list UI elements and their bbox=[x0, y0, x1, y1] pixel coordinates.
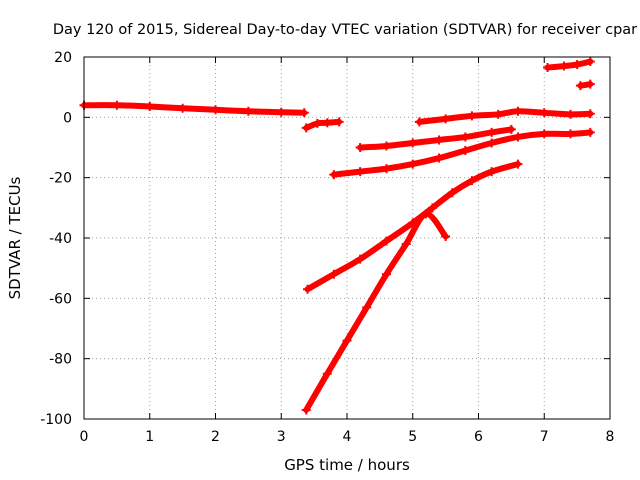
series-line bbox=[303, 210, 449, 413]
y-tick-label: -80 bbox=[49, 352, 72, 368]
data-point bbox=[381, 236, 391, 246]
data-point bbox=[543, 63, 553, 73]
data-point bbox=[355, 167, 365, 177]
series-arc-i bbox=[575, 79, 595, 91]
series-arc-a bbox=[79, 100, 309, 118]
data-point bbox=[178, 103, 188, 113]
x-axis-label: GPS time / hours bbox=[284, 456, 410, 474]
data-point bbox=[441, 231, 451, 241]
data-point bbox=[301, 123, 311, 133]
series-arc-b bbox=[301, 117, 344, 133]
data-point bbox=[322, 369, 332, 379]
series-arc-f bbox=[355, 124, 516, 152]
data-point bbox=[539, 129, 549, 139]
data-point bbox=[585, 79, 595, 89]
data-point bbox=[421, 209, 431, 219]
data-point bbox=[112, 100, 122, 110]
data-point bbox=[441, 114, 451, 124]
data-point bbox=[381, 141, 391, 151]
data-point bbox=[322, 118, 332, 128]
x-tick-label: 5 bbox=[408, 429, 417, 445]
x-tick-label: 7 bbox=[540, 429, 549, 445]
y-tick-label: -40 bbox=[49, 231, 72, 247]
data-point bbox=[243, 106, 253, 116]
axis-ticks: 0 1 2 3 4 5 6 7 8 -100 -80 -60 -40 -20 0 20 bbox=[40, 50, 614, 445]
x-tick-label: 3 bbox=[277, 429, 286, 445]
series-arc-h bbox=[543, 57, 595, 73]
data-point bbox=[513, 132, 523, 142]
data-point bbox=[381, 164, 391, 174]
y-tick-label: -100 bbox=[40, 412, 72, 428]
data-point bbox=[434, 153, 444, 163]
data-point bbox=[493, 109, 503, 119]
data-point bbox=[414, 117, 424, 127]
x-tick-label: 4 bbox=[343, 429, 352, 445]
data-point bbox=[362, 302, 372, 312]
data-point bbox=[381, 269, 391, 279]
x-tick-label: 2 bbox=[211, 429, 220, 445]
data-point bbox=[434, 135, 444, 145]
data-point bbox=[467, 111, 477, 121]
data-point bbox=[355, 143, 365, 152]
chart-title: Day 120 of 2015, Sidereal Day-to-day VTE… bbox=[53, 22, 637, 38]
series-arc-g bbox=[414, 106, 595, 127]
series-arc-d bbox=[301, 209, 451, 415]
y-tick-label: -20 bbox=[49, 171, 72, 187]
data-point bbox=[539, 108, 549, 118]
data-point bbox=[566, 129, 576, 139]
data-point bbox=[211, 105, 220, 115]
data-point bbox=[408, 138, 418, 148]
data-point bbox=[585, 109, 595, 119]
data-point bbox=[401, 239, 411, 249]
data-point bbox=[559, 61, 569, 71]
data-point bbox=[513, 159, 523, 169]
data-point bbox=[329, 269, 339, 279]
data-point bbox=[312, 118, 322, 128]
data-point bbox=[427, 203, 437, 213]
data-point bbox=[467, 176, 477, 186]
y-tick-label: 0 bbox=[63, 110, 72, 126]
data-point bbox=[487, 127, 497, 137]
data-point bbox=[572, 60, 582, 70]
data-point bbox=[276, 107, 286, 117]
data-point bbox=[585, 57, 595, 67]
x-tick-label: 6 bbox=[474, 429, 483, 445]
y-tick-label: -60 bbox=[49, 291, 72, 307]
data-point bbox=[575, 81, 585, 91]
x-tick-label: 0 bbox=[80, 429, 89, 445]
y-axis-label: SDTVAR / TECUs bbox=[6, 176, 24, 299]
data-point bbox=[487, 167, 497, 177]
data-point bbox=[513, 106, 523, 116]
data-point bbox=[460, 146, 470, 156]
data-point bbox=[447, 188, 457, 198]
data-point bbox=[408, 159, 418, 169]
data-point bbox=[303, 284, 313, 294]
x-tick-label: 1 bbox=[145, 429, 154, 445]
series-line bbox=[544, 58, 594, 71]
data-point bbox=[145, 101, 155, 111]
series-line bbox=[303, 118, 343, 131]
data-point bbox=[355, 254, 365, 264]
x-tick-label: 8 bbox=[606, 429, 615, 445]
data-point bbox=[301, 405, 311, 415]
data-point bbox=[460, 132, 470, 142]
data-point bbox=[334, 117, 344, 127]
data-point bbox=[342, 336, 352, 346]
data-point bbox=[329, 170, 339, 180]
y-tick-label: 20 bbox=[54, 50, 72, 66]
data-point bbox=[506, 124, 516, 134]
series-layer bbox=[79, 57, 595, 415]
series-arc-e bbox=[329, 127, 595, 180]
data-point bbox=[487, 138, 497, 148]
data-point bbox=[566, 109, 576, 119]
data-point bbox=[585, 127, 595, 137]
data-point bbox=[299, 108, 309, 118]
